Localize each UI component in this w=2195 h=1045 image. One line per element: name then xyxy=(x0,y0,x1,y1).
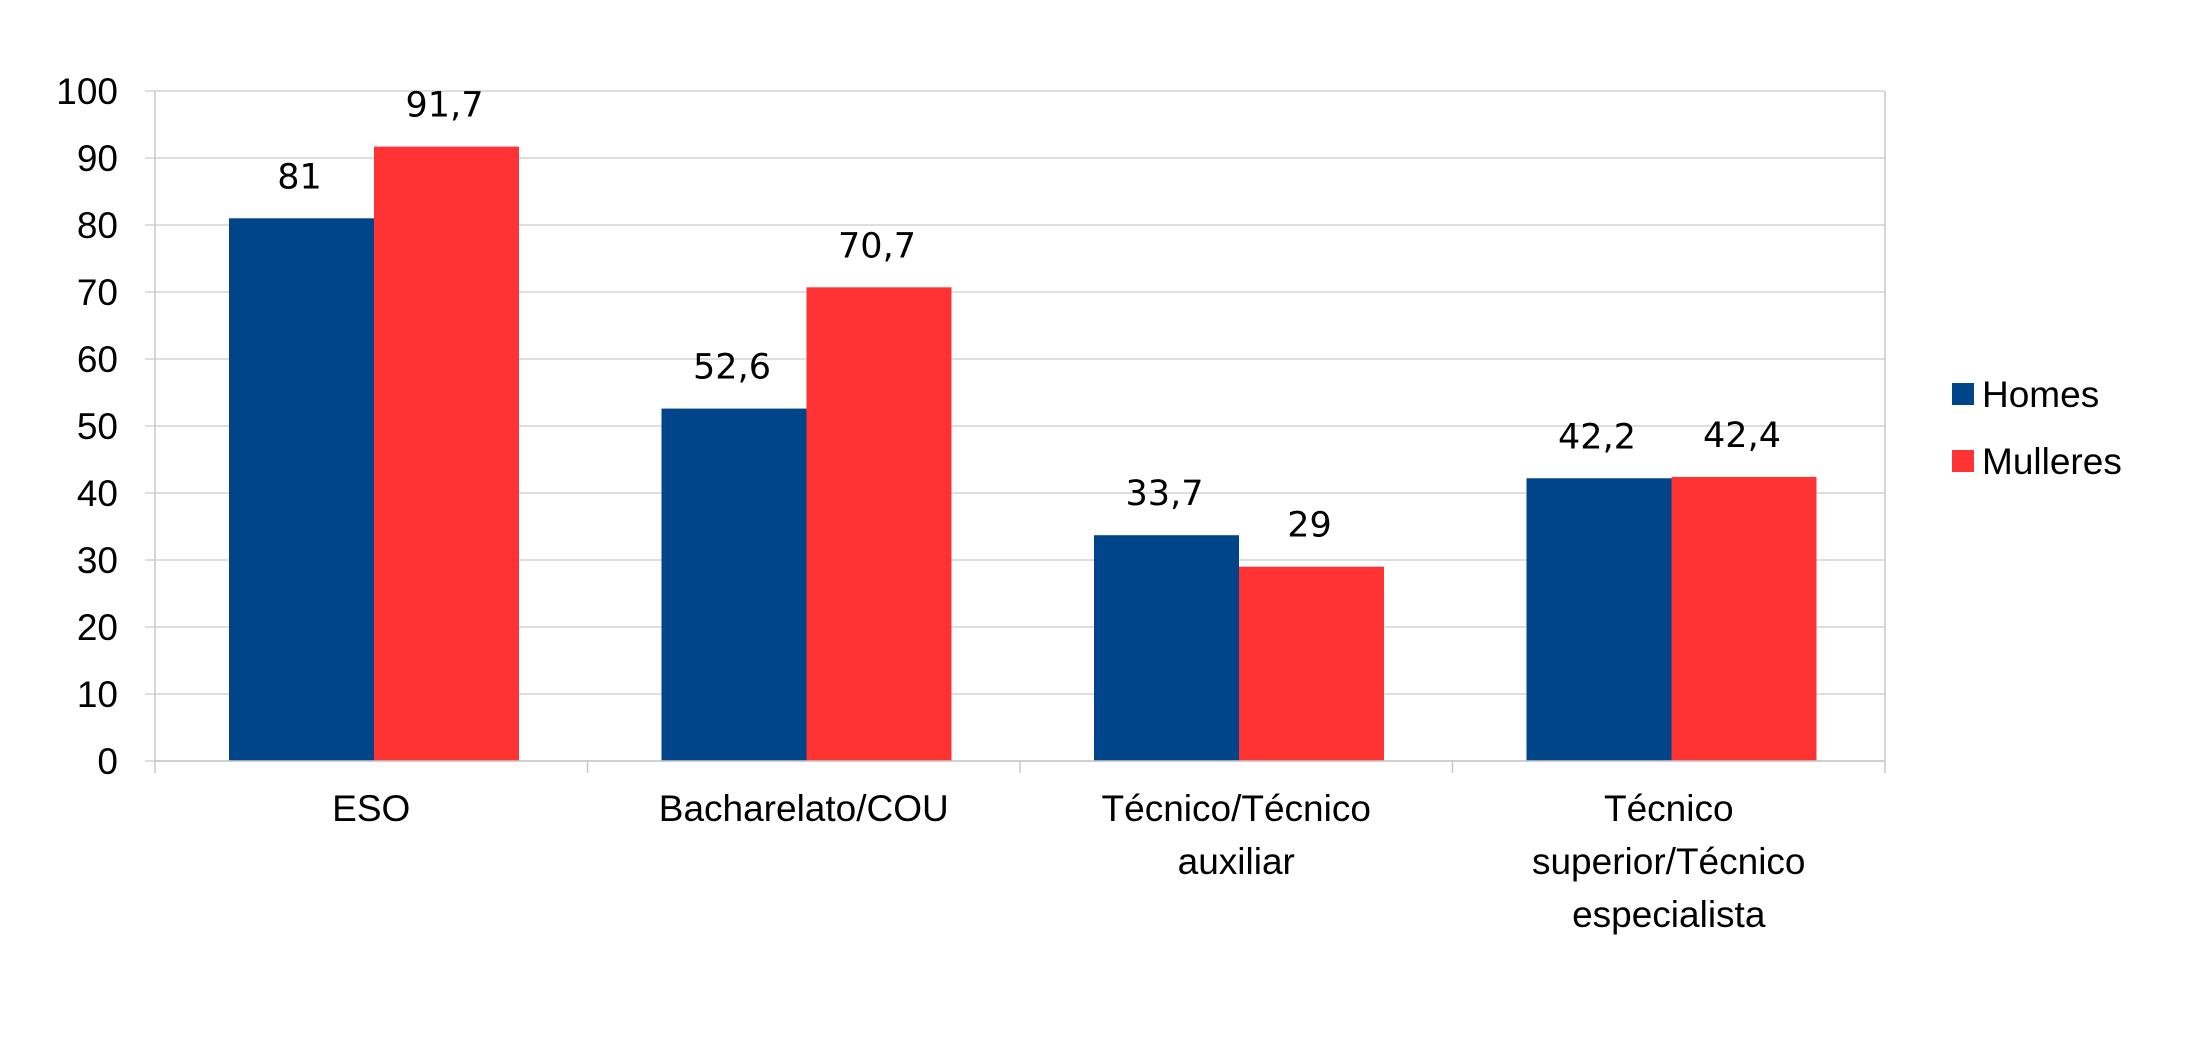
bar-homes-0 xyxy=(229,218,374,762)
x-category-label: Técnico/Técnico auxiliar xyxy=(1102,788,1371,882)
data-label: 91,7 xyxy=(406,86,484,126)
bar-mulleres-2 xyxy=(1239,566,1384,761)
y-tick-label: 100 xyxy=(56,71,118,112)
x-category-label: ESO xyxy=(332,788,410,829)
y-tick-label: 80 xyxy=(77,205,118,246)
y-tick-label: 20 xyxy=(77,607,118,648)
y-tick-label: 0 xyxy=(97,741,118,782)
x-category-label: Bacharelato/COU xyxy=(659,788,949,829)
bar-homes-2 xyxy=(1094,535,1239,761)
legend-swatch-homes xyxy=(1952,383,1974,405)
y-tick-label: 30 xyxy=(77,540,118,581)
x-category-label-line: Técnico/Técnico xyxy=(1102,788,1371,829)
labels: 0 10 20 30 40 50 60 70 80 90 100 81 52,6 33,7 42,2 91,7… xyxy=(56,71,1805,935)
x-category-label-line: Técnico xyxy=(1604,788,1734,829)
data-label: 52,6 xyxy=(693,348,771,388)
x-category-label: Técnico superior/Técnico especialista xyxy=(1532,788,1806,935)
bar-mulleres-3 xyxy=(1671,476,1817,761)
x-category-label-line: superior/Técnico xyxy=(1532,841,1806,882)
x-category-label-line: ESO xyxy=(332,788,410,829)
y-tick-label: 10 xyxy=(77,674,118,715)
y-tick-label: 40 xyxy=(77,473,118,514)
legend-label: Mulleres xyxy=(1982,441,2122,482)
axes xyxy=(154,91,1886,773)
bar-mulleres-0 xyxy=(374,146,519,762)
legend: Homes Mulleres xyxy=(1952,374,2122,482)
x-category-label-line: auxiliar xyxy=(1178,841,1295,882)
legend-label: Homes xyxy=(1982,374,2099,415)
y-tick-label: 90 xyxy=(77,138,118,179)
data-label: 81 xyxy=(277,157,322,197)
x-category-label-line: Bacharelato/COU xyxy=(659,788,949,829)
y-tick-label: 50 xyxy=(77,406,118,447)
bar-homes-1 xyxy=(661,408,807,761)
data-label: 70,7 xyxy=(838,226,916,266)
y-tick-label: 60 xyxy=(77,339,118,380)
data-label: 42,2 xyxy=(1558,417,1636,457)
legend-swatch-mulleres xyxy=(1952,450,1974,472)
bars xyxy=(229,146,1817,762)
y-tick-label: 70 xyxy=(77,272,118,313)
bar-mulleres-1 xyxy=(806,287,952,761)
data-label: 29 xyxy=(1287,506,1332,546)
data-label: 42,4 xyxy=(1703,416,1781,456)
x-category-label-line: especialista xyxy=(1572,894,1766,935)
data-label: 33,7 xyxy=(1126,474,1204,514)
bar-homes-3 xyxy=(1526,478,1672,761)
